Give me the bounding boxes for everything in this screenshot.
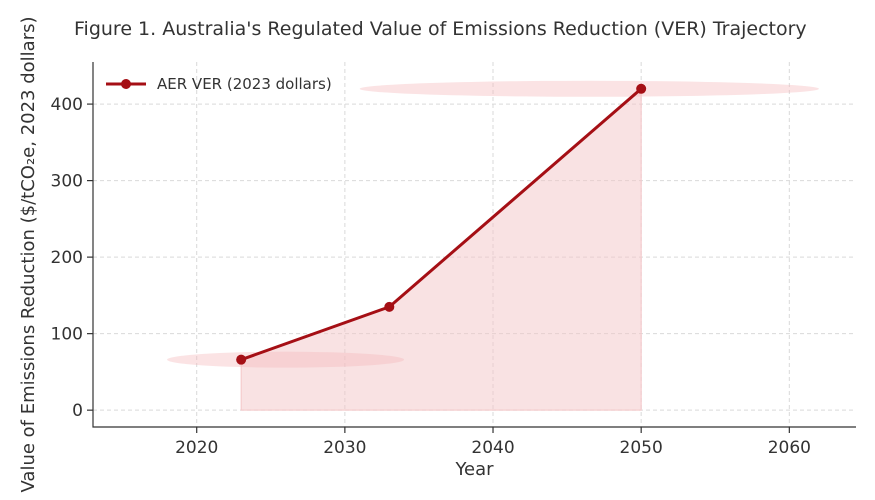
x-tick-label: 2020 [175, 438, 218, 458]
x-tick-label: 2060 [768, 438, 811, 458]
data-points [236, 83, 647, 365]
chart-title: Figure 1. Australia's Regulated Value of… [74, 18, 807, 40]
highlight-ellipse [167, 351, 405, 368]
x-tick-label: 2040 [471, 438, 514, 458]
data-point [636, 83, 647, 94]
axes [92, 62, 856, 428]
y-tick-label: 100 [51, 325, 83, 345]
y-ticks: 0 100 200 300 400 [51, 95, 93, 421]
x-ticks: 2020 2030 2040 2050 2060 [175, 427, 811, 458]
x-tick-label: 2050 [620, 438, 663, 458]
y-tick-label: 200 [51, 248, 83, 268]
y-axis-label: Value of Emissions Reduction ($/tCO₂e, 2… [18, 17, 39, 493]
highlights [167, 80, 819, 368]
y-tick-label: 300 [51, 172, 83, 192]
data-point [236, 354, 247, 365]
highlight-ellipse [359, 80, 819, 97]
x-axis-label: Year [454, 459, 494, 480]
legend-marker-swatch [121, 79, 131, 89]
y-tick-label: 0 [72, 401, 83, 421]
data-point [384, 301, 395, 312]
legend: AER VER (2023 dollars) [106, 75, 332, 93]
x-tick-label: 2030 [323, 438, 366, 458]
y-tick-label: 400 [51, 95, 83, 115]
legend-label: AER VER (2023 dollars) [157, 75, 332, 93]
